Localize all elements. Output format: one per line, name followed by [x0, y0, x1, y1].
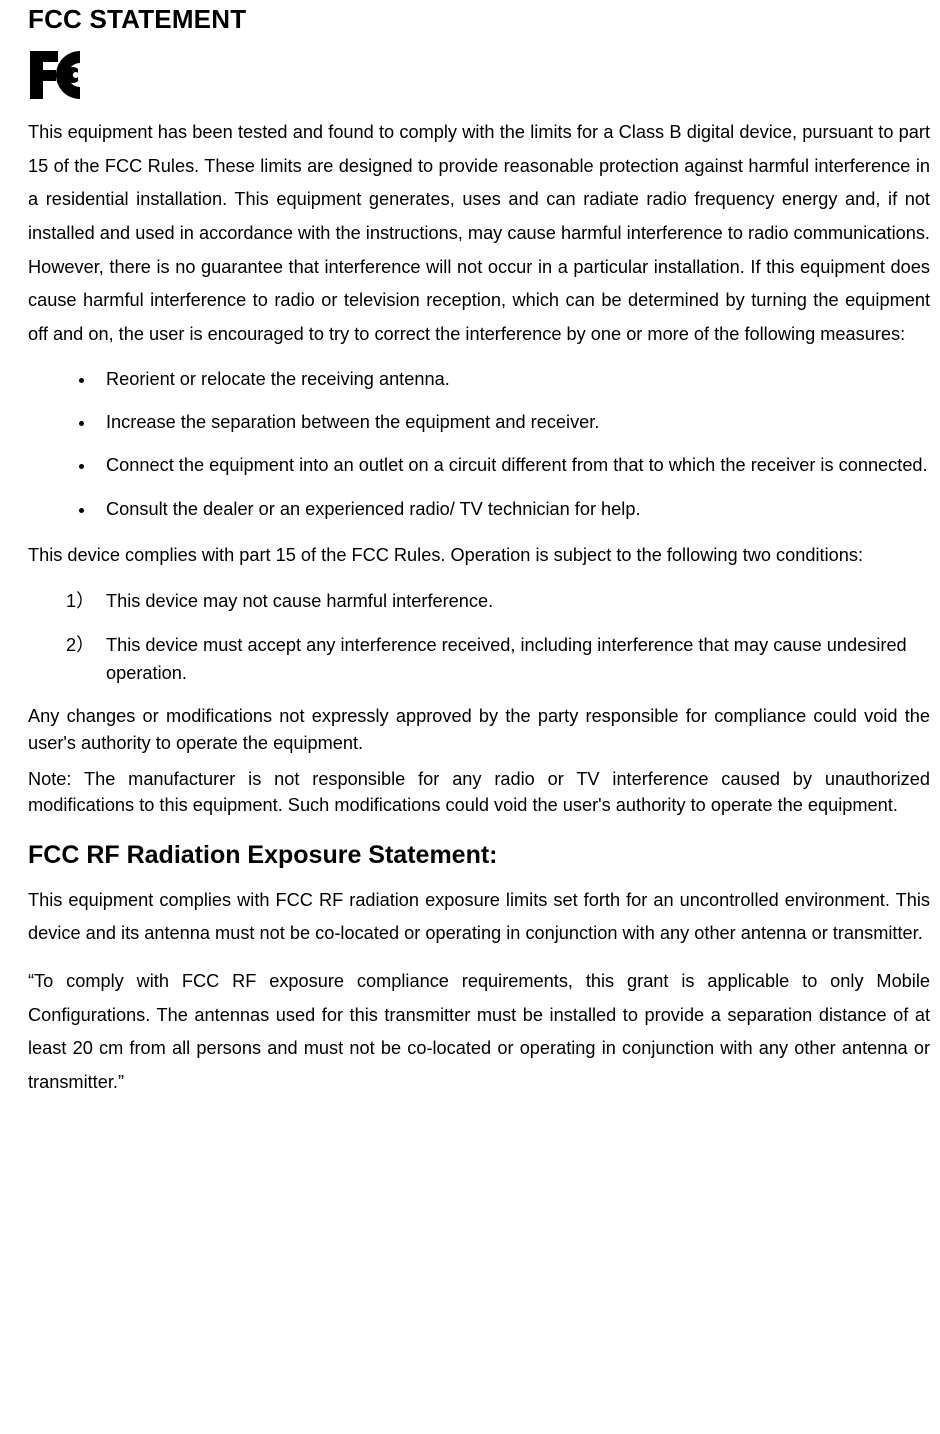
list-text: This device may not cause harmful interf…: [106, 591, 493, 611]
list-text: This device must accept any interference…: [106, 635, 907, 683]
list-item: Connect the equipment into an outlet on …: [96, 452, 930, 479]
fcc-logo-icon: [28, 49, 930, 106]
paragraph-conditions-intro: This device complies with part 15 of the…: [28, 539, 930, 573]
document-page: FCC STATEMENT This equipment has been te…: [0, 4, 940, 1144]
paragraph-note: Note: The manufacturer is not responsibl…: [28, 766, 930, 819]
paragraph-rf-2: “To comply with FCC RF exposure complian…: [28, 965, 930, 1100]
list-item: Reorient or relocate the receiving anten…: [96, 366, 930, 393]
bullet-list: Reorient or relocate the receiving anten…: [28, 366, 930, 523]
list-item: Consult the dealer or an experienced rad…: [96, 496, 930, 523]
list-item: 1） This device may not cause harmful int…: [66, 587, 930, 615]
paragraph-changes: Any changes or modifications not express…: [28, 703, 930, 756]
list-item: 2） This device must accept any interfere…: [66, 631, 930, 687]
paragraph-rf-1: This equipment complies with FCC RF radi…: [28, 884, 930, 951]
numbered-list: 1） This device may not cause harmful int…: [28, 587, 930, 688]
list-marker: 2）: [66, 631, 94, 659]
section-title-rf: FCC RF Radiation Exposure Statement:: [28, 841, 930, 870]
list-item: Increase the separation between the equi…: [96, 409, 930, 436]
page-title: FCC STATEMENT: [28, 4, 930, 35]
list-marker: 1）: [66, 587, 94, 615]
paragraph-intro: This equipment has been tested and found…: [28, 116, 930, 352]
